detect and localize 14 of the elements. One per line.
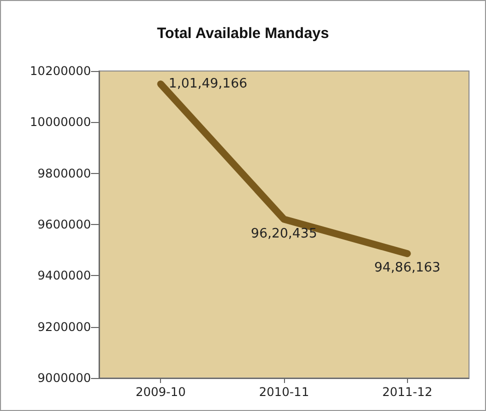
y-tick-label: 10000000	[30, 115, 91, 130]
data-label: 94,86,163	[374, 260, 440, 276]
y-tick-label: 9000000	[38, 371, 91, 385]
x-tick-label: 2011-12	[382, 385, 432, 399]
y-tick-label: 9200000	[38, 320, 91, 334]
x-tick-label: 2010-11	[258, 385, 310, 399]
data-label: 1,01,49,166	[168, 76, 248, 92]
x-tick-label: 2009-10	[136, 385, 186, 399]
chart-title: Total Available Mandays	[157, 25, 329, 42]
y-tick-label: 10200000	[30, 64, 91, 78]
y-tick-label: 9600000	[38, 218, 91, 232]
y-tick-label: 9400000	[38, 268, 91, 283]
data-label: 96,20,435	[250, 226, 318, 242]
y-tick-label: 9800000	[38, 166, 91, 180]
